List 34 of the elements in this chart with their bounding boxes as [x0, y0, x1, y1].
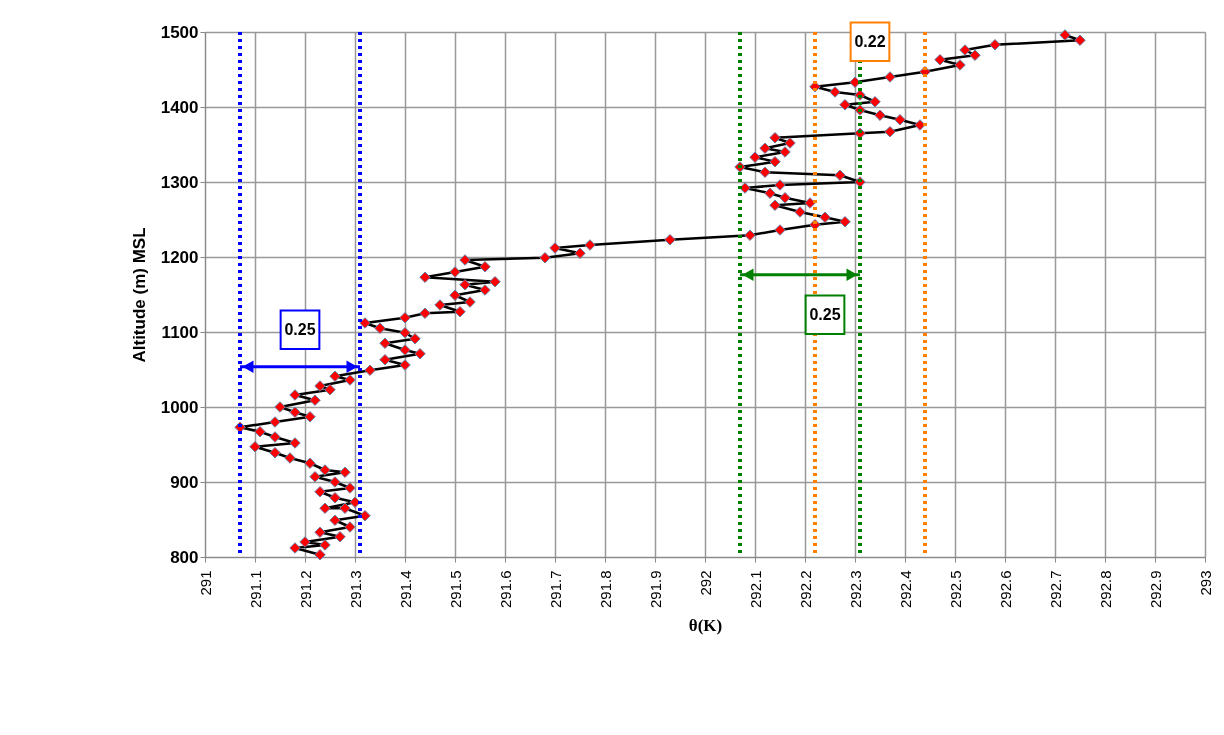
y-tick-label: 900: [170, 472, 199, 492]
x-tick-label: 291.1: [246, 570, 264, 609]
y-tick-label: 1200: [160, 247, 199, 267]
y-tick-label: 1300: [160, 172, 199, 192]
x-tick-label: 291.9: [646, 570, 664, 609]
x-tick-label: 292.6: [996, 570, 1014, 609]
x-tick-label: 292.4: [896, 570, 914, 609]
x-tick-label: 291.7: [546, 570, 564, 609]
annotation: 0.25: [809, 305, 841, 323]
x-tick-label: 292.1: [746, 570, 764, 609]
y-tick-label: 1500: [160, 22, 199, 42]
y-tick-label: 1100: [161, 322, 199, 342]
x-tick-label: 291: [196, 570, 214, 596]
x-tick-label: 292.7: [1046, 570, 1064, 609]
x-tick-label: 292.3: [846, 570, 864, 609]
x-tick-label: 291.8: [596, 570, 614, 609]
annotation: 0.25: [284, 320, 316, 338]
y-axis-title: Altitude (m) MSL: [129, 227, 149, 363]
x-tick-label: 291.6: [496, 570, 514, 609]
y-tick-label: 1400: [160, 97, 199, 117]
x-tick-label: 292.2: [796, 570, 814, 609]
y-tick-label: 1000: [160, 397, 199, 417]
x-tick-label: 291.2: [296, 570, 314, 609]
x-tick-label: 292.5: [946, 570, 964, 609]
x-axis-title: θ(K): [688, 616, 723, 636]
x-tick-label: 291.4: [396, 570, 414, 609]
x-tick-label: 291.5: [446, 570, 464, 609]
x-tick-label: 292.8: [1096, 570, 1114, 609]
x-tick-label: 292.9: [1146, 570, 1164, 609]
y-tick-label: 800: [170, 547, 199, 567]
annotation: 0.22: [854, 32, 886, 50]
x-tick-label: 292: [696, 570, 714, 596]
x-tick-label: 293: [1196, 570, 1214, 596]
x-tick-label: 291.3: [346, 570, 364, 609]
